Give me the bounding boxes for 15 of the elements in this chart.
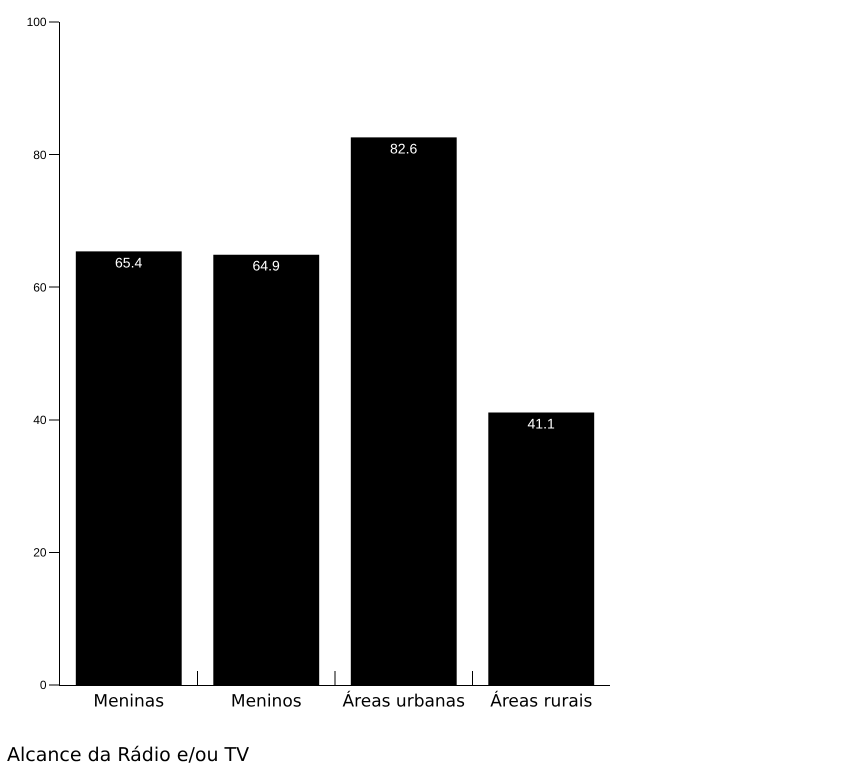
data-label: 65.4 [115, 254, 142, 270]
x-tick-label: Áreas rurais [490, 690, 592, 712]
x-tick-label: Meninos [230, 691, 302, 712]
y-tick-label: 0 [40, 678, 47, 692]
y-tick-label: 100 [26, 15, 47, 30]
y-tick-label: 20 [33, 546, 47, 560]
data-label: 82.6 [390, 140, 418, 156]
x-tick-label: Meninas [93, 691, 164, 712]
y-tick-label: 80 [33, 148, 47, 162]
data-label: 64.9 [252, 258, 280, 274]
y-tick-label: 40 [33, 413, 47, 427]
y-tick-label: 60 [33, 280, 47, 294]
data-label: 41.1 [528, 416, 555, 432]
x-tick-label: Áreas urbanas [342, 690, 466, 712]
x-axis-title: Alcance da Rádio e/ou TV [7, 744, 250, 766]
